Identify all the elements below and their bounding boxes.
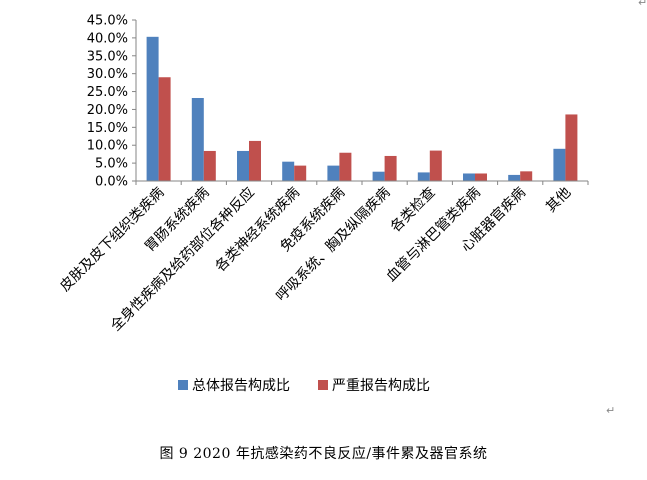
y-tick-label: 0.0% xyxy=(95,175,128,190)
y-tick-label: 40.0% xyxy=(87,31,128,46)
bar-serious xyxy=(475,173,487,181)
y-tick-label: 5.0% xyxy=(95,157,128,172)
bar-overall xyxy=(553,148,566,181)
x-category-label: 其他 xyxy=(543,185,574,216)
y-tick-label: 45.0% xyxy=(87,14,128,29)
bar-overall xyxy=(463,173,475,181)
bar-overall xyxy=(417,172,430,181)
y-tick-label: 35.0% xyxy=(87,49,128,64)
legend-label: 严重报告构成比 xyxy=(332,378,430,394)
legend-swatch xyxy=(318,380,328,390)
y-tick-label: 20.0% xyxy=(87,103,128,118)
bar-overall xyxy=(282,161,295,181)
paragraph-mark: ↵ xyxy=(606,404,616,417)
bar-serious xyxy=(339,152,352,181)
legend: 总体报告构成比 严重报告构成比 xyxy=(178,378,430,394)
legend-label: 总体报告构成比 xyxy=(192,378,290,394)
bar-serious xyxy=(158,77,171,181)
bar-group xyxy=(146,36,578,182)
bar-overall xyxy=(191,97,204,181)
bar-serious xyxy=(429,150,442,181)
bar-serious xyxy=(384,155,397,181)
bar-serious xyxy=(294,165,307,181)
figure-caption: 图 9 2020 年抗感染药不良反应/事件累及器官系统 xyxy=(159,446,488,462)
bar-overall xyxy=(508,174,521,181)
bar-serious xyxy=(520,171,533,181)
legend-swatch xyxy=(178,380,188,390)
bar-serious xyxy=(203,150,216,181)
bar-chart: 0.0% 5.0% 10.0% 15.0% 20.0% 25.0% 30.0% 35.0% 40… xyxy=(57,14,589,394)
bar-overall xyxy=(237,150,249,181)
y-tick-label: 30.0% xyxy=(87,67,128,82)
x-category-label: 各类神经系统疾病 xyxy=(213,185,304,276)
y-tick-label: 25.0% xyxy=(87,85,128,100)
y-axis: 0.0% 5.0% 10.0% 15.0% 20.0% 25.0% 30.0% 35.0% 40… xyxy=(87,14,136,190)
bar-serious xyxy=(249,140,261,181)
bar-overall xyxy=(372,171,385,181)
bar-overall xyxy=(146,36,159,182)
bar-overall xyxy=(327,165,340,181)
axes xyxy=(135,20,589,185)
bar-serious xyxy=(565,114,578,181)
y-tick-label: 10.0% xyxy=(87,139,128,154)
y-tick-label: 15.0% xyxy=(87,121,128,136)
x-axis-labels: 皮肤及皮下组织类疾病胃肠系统疾病全身性疾病及给药部位各种反应各类神经系统疾病免疫… xyxy=(57,184,574,335)
paragraph-mark-top: ↵ xyxy=(638,0,647,9)
